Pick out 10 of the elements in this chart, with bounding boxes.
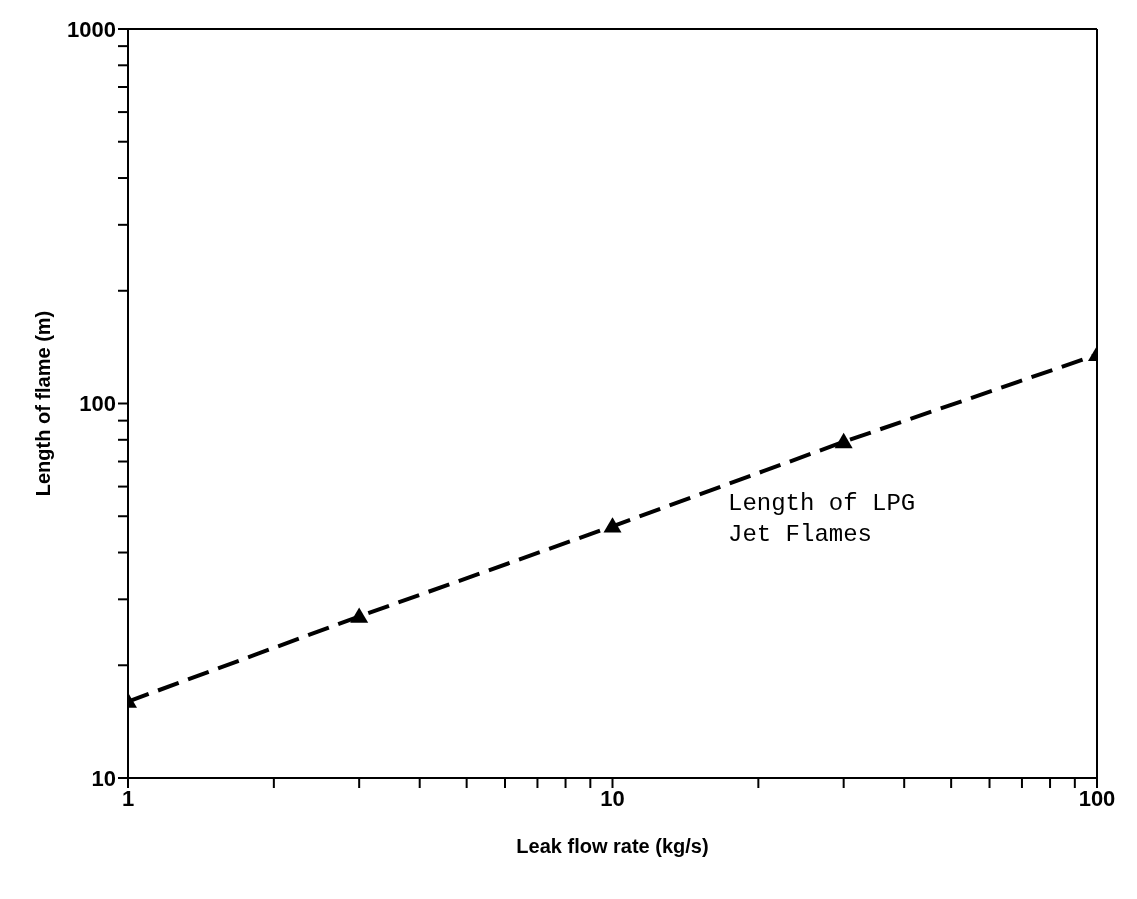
y-tick-label: 10 [91, 765, 116, 791]
y-tick-label: 1000 [67, 16, 116, 42]
annotation: Length of LPG Jet Flames [728, 489, 916, 551]
x-tick-label: 100 [1078, 785, 1116, 811]
x-tick-label: 10 [600, 785, 625, 811]
y-axis-title: Length of flame (m) [32, 310, 55, 497]
x-tick-label: 1 [121, 785, 135, 811]
x-axis-title: Leak flow rate (kg/s) [516, 835, 709, 857]
point [603, 517, 622, 533]
y-tick-label: 100 [79, 391, 116, 417]
